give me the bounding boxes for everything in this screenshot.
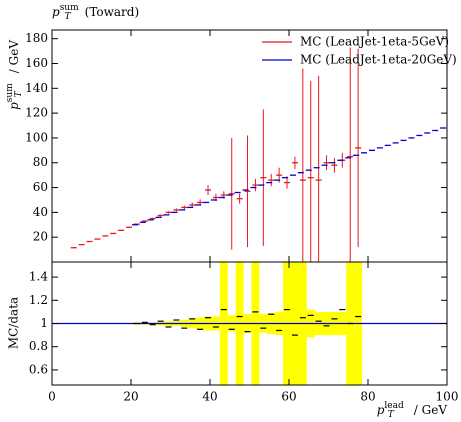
ratio-plot xyxy=(52,262,447,385)
x-tick-label: 0 xyxy=(48,390,56,404)
legend-label: MC (LeadJet-1eta-5GeV) xyxy=(300,35,449,49)
ratio-tick-label: 0.6 xyxy=(29,362,48,376)
y-tick-label: 100 xyxy=(25,130,48,144)
x-axis-label: plead T / GeV xyxy=(377,401,448,420)
x-tick-label: 20 xyxy=(123,390,138,404)
y-tick-label: 140 xyxy=(25,81,48,95)
x-tick-label: 40 xyxy=(202,390,217,404)
ratio-tick-label: 1 xyxy=(40,316,48,330)
y-tick-label: 160 xyxy=(25,56,48,70)
y-tick-label: 20 xyxy=(33,230,48,244)
y-tick-label: 80 xyxy=(33,155,48,169)
legend-label: MC (LeadJet-1eta-20GeV) xyxy=(300,53,457,67)
main-plot xyxy=(70,47,447,262)
y-tick-label: 60 xyxy=(33,180,48,194)
ratio-tick-label: 1.2 xyxy=(29,293,48,307)
x-tick-label: 100 xyxy=(436,390,459,404)
chart-title: psum T (Toward) xyxy=(52,3,139,22)
y-tick-label: 40 xyxy=(33,205,48,219)
ratio-tick-label: 1.4 xyxy=(29,270,48,284)
y-tick-label: 120 xyxy=(25,106,48,120)
y-tick-label: 180 xyxy=(25,31,48,45)
x-tick-label: 80 xyxy=(360,390,375,404)
x-tick-label: 60 xyxy=(281,390,296,404)
ratio-axis-label: MC/data xyxy=(7,297,21,349)
y-axis-label: psumT/ GeV xyxy=(5,40,24,110)
ratio-tick-label: 0.8 xyxy=(29,339,48,353)
